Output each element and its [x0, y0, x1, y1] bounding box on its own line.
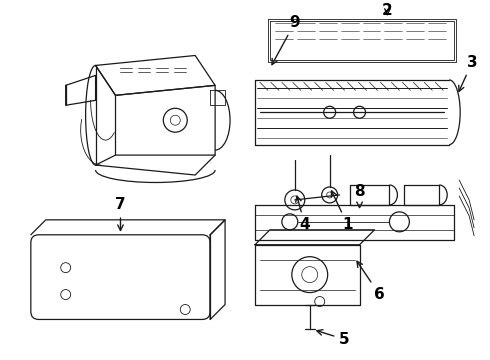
Text: 9: 9 — [272, 15, 300, 65]
Text: 4: 4 — [296, 196, 310, 232]
FancyBboxPatch shape — [31, 235, 210, 319]
Text: 6: 6 — [357, 261, 385, 302]
Text: 3: 3 — [459, 55, 477, 91]
Text: 8: 8 — [354, 184, 365, 208]
Text: 7: 7 — [115, 197, 126, 230]
Text: 1: 1 — [331, 191, 353, 232]
Text: 5: 5 — [317, 330, 350, 347]
Text: 2: 2 — [382, 3, 393, 18]
